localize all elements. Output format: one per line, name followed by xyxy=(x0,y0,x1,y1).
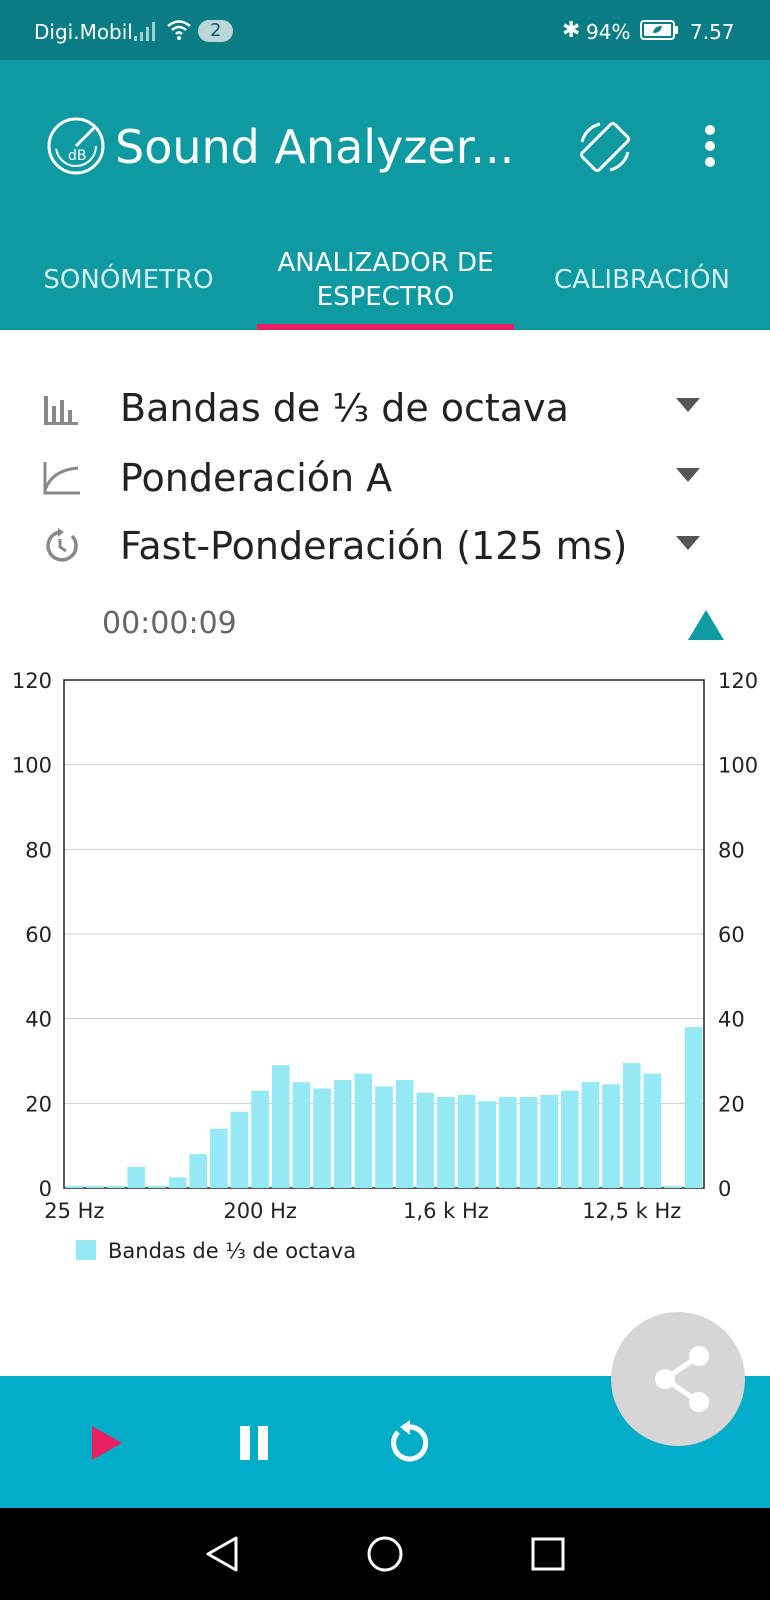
y-tick-label-right: 100 xyxy=(718,754,758,778)
status-bar: Digi.Mobil 2 ✱ 94% 7.57 xyxy=(0,0,770,60)
spectrum-bar xyxy=(375,1086,393,1188)
legend-swatch xyxy=(76,1240,96,1260)
spectrum-bar xyxy=(581,1082,600,1188)
spectrum-bar xyxy=(86,1185,104,1188)
spectrum-bar xyxy=(395,1080,414,1188)
spectrum-bar xyxy=(313,1088,331,1188)
y-tick-label-left: 100 xyxy=(12,754,52,778)
spectrum-bar xyxy=(684,1027,703,1188)
y-tick-label-left: 20 xyxy=(25,1092,52,1116)
y-tick-label-left: 80 xyxy=(25,838,52,862)
x-tick-label: 200 Hz xyxy=(223,1199,297,1223)
share-icon xyxy=(655,1346,709,1412)
signal-icon xyxy=(134,22,155,41)
weighting-label: Ponderación A xyxy=(120,456,393,500)
share-button[interactable] xyxy=(611,1312,745,1446)
system-nav-bar xyxy=(0,1508,770,1600)
battery-icon xyxy=(640,20,678,40)
spectrum-bar xyxy=(622,1063,641,1188)
play-icon[interactable] xyxy=(90,1424,124,1462)
spectrum-bar xyxy=(499,1096,517,1188)
spectrum-bar xyxy=(292,1082,311,1188)
timer-icon xyxy=(46,528,78,562)
x-tick-label: 1,6 k Hz xyxy=(403,1199,489,1223)
y-tick-label-right: 120 xyxy=(718,669,758,693)
battery-percent: 94% xyxy=(586,20,631,44)
svg-text:dB: dB xyxy=(68,148,87,164)
tab-bar: SONÓMETRO ANALIZADOR DE ESPECTRO CALIBRA… xyxy=(0,230,770,330)
wifi-icon xyxy=(167,20,191,40)
y-tick-label-right: 60 xyxy=(718,923,745,947)
curve-icon xyxy=(43,462,80,495)
spectrum-bar xyxy=(271,1065,290,1188)
y-tick-label-right: 40 xyxy=(718,1008,745,1032)
y-tick-label-right: 20 xyxy=(718,1092,745,1116)
spectrum-bar xyxy=(333,1080,352,1188)
spectrum-bar xyxy=(65,1185,84,1188)
spectrum-bar xyxy=(251,1090,269,1188)
chevron-down-icon xyxy=(676,398,700,412)
spectrum-bar xyxy=(127,1166,146,1188)
notification-badge: 2 xyxy=(198,20,234,42)
spectrum-bar xyxy=(664,1185,682,1188)
spectrum-chart: 0 0 20 20 40 40 60 60 80 80 100 100 120 120 25 Hz 200 H… xyxy=(12,669,758,1260)
spectrum-bar xyxy=(106,1185,125,1188)
app-title: Sound Analyzer... xyxy=(115,120,515,174)
band-dropdown[interactable]: Bandas de ⅓ de octava xyxy=(0,376,770,440)
y-tick-label-right: 0 xyxy=(718,1177,731,1201)
spectrum-bar xyxy=(560,1090,579,1188)
nav-recent-icon[interactable] xyxy=(530,1536,566,1572)
weighting-dropdown[interactable]: Ponderación A xyxy=(0,446,770,510)
spectrum-bar xyxy=(540,1094,558,1188)
spectrum-bar xyxy=(354,1073,373,1188)
time-weighting-dropdown[interactable]: Fast-Ponderación (125 ms) xyxy=(0,514,770,578)
time-weighting-label: Fast-Ponderación (125 ms) xyxy=(120,524,628,568)
y-tick-label-right: 80 xyxy=(718,838,745,862)
bluetooth-icon: ✱ xyxy=(562,18,581,43)
tab-sonometro[interactable]: SONÓMETRO xyxy=(43,265,214,295)
clock: 7.57 xyxy=(690,20,735,44)
pause-icon[interactable] xyxy=(238,1424,272,1462)
band-label: Bandas de ⅓ de octava xyxy=(120,386,569,430)
db-meter-icon: dB xyxy=(47,117,105,175)
spectrum-bar xyxy=(168,1177,187,1188)
spectrum-bar xyxy=(602,1084,620,1188)
spectrum-bar xyxy=(457,1094,476,1188)
spectrum-bar xyxy=(437,1096,455,1188)
y-tick-label-left: 40 xyxy=(25,1008,52,1032)
spectrum-bar xyxy=(230,1111,249,1188)
y-tick-label-left: 120 xyxy=(12,669,52,693)
spectrum-bar xyxy=(148,1185,166,1188)
bar-chart-icon xyxy=(44,396,78,425)
screen-rotate-icon[interactable] xyxy=(576,118,634,176)
spectrum-bar xyxy=(210,1128,228,1188)
chevron-down-icon xyxy=(676,468,700,482)
spectrum-bar xyxy=(416,1092,435,1188)
y-tick-label-left: 0 xyxy=(39,1177,52,1201)
spectrum-bar xyxy=(643,1073,662,1188)
active-tab-indicator xyxy=(257,324,514,330)
spectrum-bar xyxy=(519,1096,538,1188)
collapse-up-icon[interactable] xyxy=(686,608,726,642)
chevron-down-icon xyxy=(676,536,700,550)
x-tick-label: 12,5 k Hz xyxy=(582,1199,681,1223)
more-vert-icon[interactable] xyxy=(700,124,720,168)
nav-back-icon[interactable] xyxy=(202,1534,242,1574)
app-bar: dB Sound Analyzer... xyxy=(0,60,770,230)
nav-home-icon[interactable] xyxy=(365,1534,405,1574)
x-tick-label: 25 Hz xyxy=(44,1199,104,1223)
spectrum-bar xyxy=(478,1101,497,1188)
reset-icon[interactable] xyxy=(386,1420,432,1466)
legend-label: Bandas de ⅓ de octava xyxy=(108,1239,356,1260)
elapsed-timer: 00:00:09 xyxy=(102,606,237,641)
tab-calibracion[interactable]: CALIBRACIÓN xyxy=(553,265,730,295)
y-tick-label-left: 60 xyxy=(25,923,52,947)
carrier-label: Digi.Mobil xyxy=(34,20,133,44)
tab-analizador-espectro[interactable]: ANALIZADOR DE ESPECTRO xyxy=(277,248,494,312)
spectrum-bar xyxy=(189,1154,208,1188)
